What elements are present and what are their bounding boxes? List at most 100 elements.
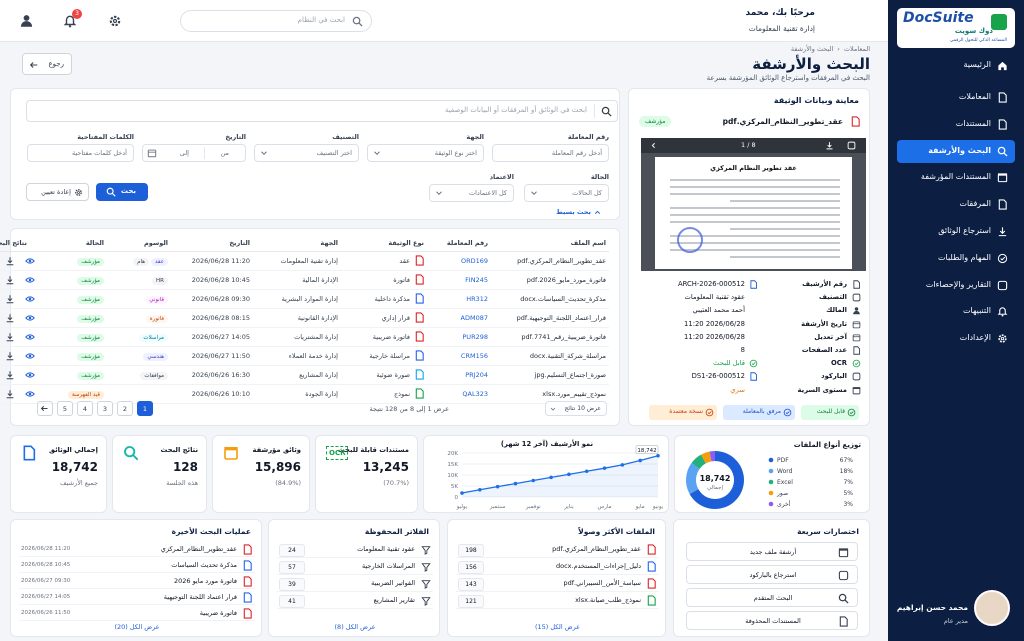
- list-row[interactable]: عقد_تطوير_النظام_المركزي.pdf 198: [456, 543, 659, 558]
- list-row[interactable]: فاتورة ضريبية 2026/06/26 11:50: [19, 607, 255, 621]
- page-button[interactable]: 5: [57, 401, 73, 416]
- icon[interactable]: [5, 294, 15, 304]
- icon[interactable]: [25, 313, 35, 323]
- nav-item[interactable]: استرجاع الوثائق: [897, 220, 1015, 243]
- icon[interactable]: [25, 332, 35, 342]
- point: [549, 475, 553, 480]
- result-row[interactable]: مذكرة_تحديث_السياسات.docx HR312 مذكرة داخل…: [0, 289, 609, 309]
- nav-item[interactable]: الرئيسية: [897, 54, 1015, 77]
- icon[interactable]: [5, 370, 15, 380]
- field-input[interactable]: أدخل كلمات مفتاحية: [27, 144, 134, 162]
- list-row[interactable]: عقود تقنية المعلومات 24: [277, 543, 433, 558]
- search-panel: ابحث في الوثائق أو المرفقات أو البيانات …: [10, 88, 620, 220]
- list-row[interactable]: دليل_إجراءات_المستخدم.docx 156: [456, 560, 659, 575]
- list-row[interactable]: الفواتير الضريبية 39: [277, 577, 433, 592]
- field-input[interactable]: اختر التصنيف: [254, 144, 359, 162]
- icon[interactable]: [25, 351, 35, 361]
- icon[interactable]: [25, 275, 35, 285]
- header-search[interactable]: ابحث في النظام: [180, 10, 372, 32]
- nav-item[interactable]: البحث والأرشفة: [897, 139, 1015, 163]
- icon: [243, 576, 252, 587]
- result-row[interactable]: مراسلة_شركة_التقنية.docx CRM156 مراسلة خار…: [0, 346, 609, 366]
- search-input[interactable]: ابحث في الوثائق أو المرفقات أو البيانات …: [26, 100, 618, 122]
- icon[interactable]: [5, 389, 15, 399]
- list-row[interactable]: عقد_تطوير_النظام_المركزي 2026/06/28 11:20: [19, 543, 255, 557]
- icon: [998, 92, 1007, 103]
- preview-action[interactable]: قابل للبحث: [801, 405, 859, 420]
- icon[interactable]: [5, 256, 15, 266]
- preview-action[interactable]: نسخة معتمدة: [649, 405, 717, 420]
- list-row[interactable]: قرار اعتماد اللجنة التوجيهية 2026/06/27 1…: [19, 591, 255, 605]
- nav-label: الرئيسية: [963, 60, 991, 69]
- nav-item[interactable]: المرفقات: [897, 193, 1015, 216]
- field-input[interactable]: اختر نوع الوثيقة: [367, 144, 484, 162]
- point: [460, 491, 464, 495]
- icon[interactable]: [5, 275, 15, 285]
- list-row[interactable]: تقارير المشاريع 41: [277, 594, 433, 609]
- list-row[interactable]: فاتورة مورد مايو 2026 2026/06/27 09:30: [19, 575, 255, 589]
- nav-item[interactable]: المستندات: [897, 113, 1015, 136]
- list-date: 2026/06/27 14:05: [21, 594, 71, 600]
- list-date: 2026/06/28 11:20: [21, 546, 71, 552]
- list-row[interactable]: مذكرة تحديث السياسات 2026/06/28 10:45: [19, 559, 255, 573]
- page-button[interactable]: 2: [117, 401, 133, 416]
- result-row[interactable]: عقد_تطوير_النظام_المركزي.pdf ORD169 عقد إدا…: [0, 251, 609, 271]
- result-row[interactable]: فاتورة_ضريبية_رقم_7741.pdf PUR298 فاتورة ض…: [0, 327, 609, 347]
- icon[interactable]: [5, 332, 15, 342]
- field-input[interactable]: كل الاعتمادات: [429, 184, 514, 202]
- icon[interactable]: [25, 370, 35, 380]
- nav-item[interactable]: التقارير والإحصاءات: [897, 274, 1015, 297]
- pie-chart: 18,742 إجمالي PDF 67% Word 18% Excel 7% صور 5% أخر…: [686, 451, 853, 509]
- field-input[interactable]: من إلى: [142, 144, 246, 162]
- nav-item[interactable]: التنبيهات: [897, 300, 1015, 323]
- icon-part: [851, 116, 860, 127]
- icon: [224, 447, 238, 460]
- search-toggle[interactable]: بحث بسيط: [556, 208, 591, 216]
- icon[interactable]: [25, 256, 35, 266]
- shortcut-button[interactable]: المستندات المحذوفة: [686, 611, 858, 630]
- breadcrumb: المعاملات‹البحث والأرشفة: [791, 45, 870, 53]
- metadata-value: ARCH-2026-000512: [677, 280, 745, 288]
- icon[interactable]: [25, 294, 35, 304]
- field-input[interactable]: أدخل رقم المعاملة: [492, 144, 609, 162]
- document-type: مذكرة داخلية: [374, 295, 410, 303]
- result-row[interactable]: فاتورة_مورد_مايو_2026.pdf FIN245 فاتورة الإ…: [0, 270, 609, 290]
- nav-item[interactable]: المستندات المؤرشفة: [897, 166, 1015, 189]
- list-count: 57: [279, 561, 305, 574]
- nav-item[interactable]: المعاملات: [897, 86, 1015, 109]
- page-next[interactable]: [37, 401, 53, 416]
- result-row[interactable]: صورة_اجتماع_التسليم.jpg PRJ204 صورة ضوئية إ…: [0, 365, 609, 385]
- stat-card: مستندات قابلة للبحث 13,245 (70.7%) OCR: [315, 435, 418, 513]
- nav-item[interactable]: الإعدادات: [897, 327, 1015, 350]
- list-row[interactable]: المراسلات الخارجية 57: [277, 560, 433, 575]
- view-all-link[interactable]: عرض الكل (15): [534, 623, 581, 631]
- search-button[interactable]: بحث: [96, 183, 148, 201]
- nav-label: المعاملات: [958, 92, 991, 101]
- preview-title: معاينة وبيانات الوثيقة: [773, 96, 859, 105]
- page-button[interactable]: 4: [77, 401, 93, 416]
- page-button[interactable]: 3: [97, 401, 113, 416]
- shortcut-button[interactable]: استرجاع بالباركود: [686, 565, 858, 584]
- field-input[interactable]: كل الحالات: [524, 184, 609, 202]
- icon[interactable]: [5, 351, 15, 361]
- page-button[interactable]: 1: [137, 401, 153, 416]
- list-row[interactable]: نموذج_طلب_صيانة.xlsx 121: [456, 594, 659, 609]
- list-count: 39: [279, 578, 305, 591]
- icon: [750, 372, 757, 382]
- icon[interactable]: [5, 313, 15, 323]
- view-all-link[interactable]: عرض الكل (8): [334, 623, 376, 631]
- result-row[interactable]: نموذج_تقييم_مورد.xlsx QAL323 نموذج إدارة ال…: [0, 384, 609, 404]
- page-size[interactable]: عرض 10 نتائج: [545, 401, 607, 416]
- back-button[interactable]: رجوع: [22, 53, 72, 75]
- nav-item[interactable]: المهام والطلبات: [897, 247, 1015, 270]
- icon-part: [854, 307, 859, 312]
- shortcut-button[interactable]: أرشفة ملف جديد: [686, 542, 858, 561]
- view-all-link[interactable]: عرض الكل (20): [114, 623, 160, 631]
- list-row[interactable]: سياسة_الأمن_السيبراني.pdf 143: [456, 577, 659, 592]
- preview-action[interactable]: مرفق بالمعاملة: [723, 405, 795, 420]
- icon[interactable]: [25, 389, 35, 399]
- reset-button[interactable]: إعادة تعيين: [26, 183, 89, 201]
- result-row[interactable]: قرار_اعتماد_اللجنة_التوجيهية.pdf ADM087 قر…: [0, 308, 609, 328]
- shortcut-button[interactable]: البحث المتقدم: [686, 588, 858, 607]
- search-button-label: بحث: [120, 187, 136, 195]
